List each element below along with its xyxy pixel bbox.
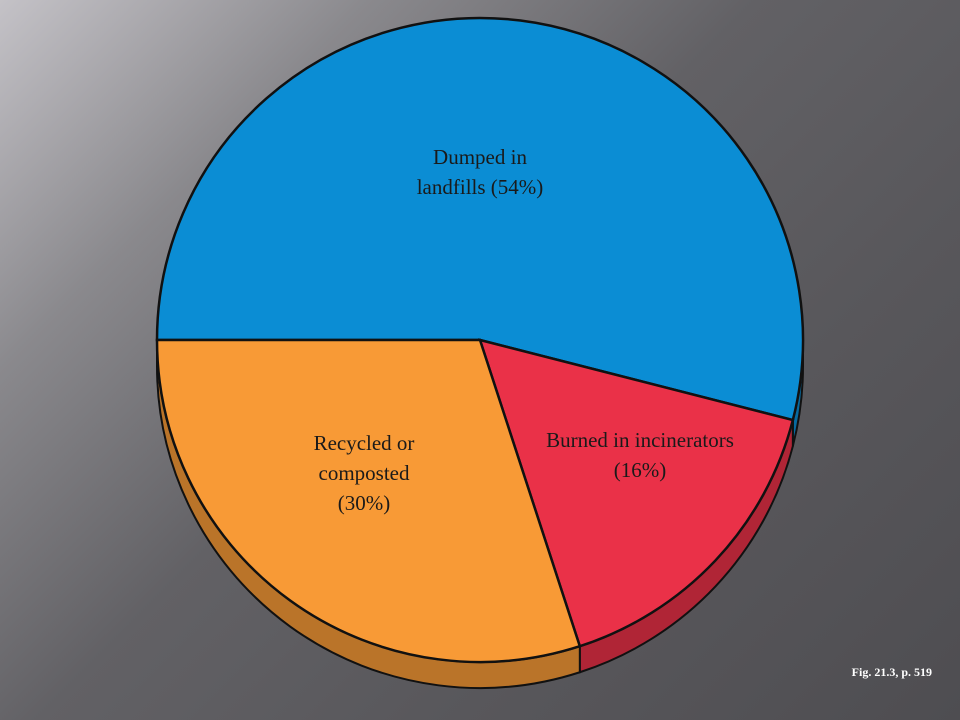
value-label: (30%) xyxy=(337,491,391,515)
figure-note: Fig. 21.3, p. 519 xyxy=(851,665,932,679)
pie-slice xyxy=(155,16,805,422)
category-label: Recycled or composted xyxy=(313,431,415,485)
category-label: Dumped in landfills xyxy=(416,145,527,199)
value-label: (54%) xyxy=(490,175,544,199)
pie-slice xyxy=(155,338,582,664)
slice-label: Burned in incinerators (16%) xyxy=(525,425,755,485)
slice-label: Dumped in landfills (54%) xyxy=(405,142,555,202)
category-label: Burned in incinerators xyxy=(546,428,734,452)
value-label: (16%) xyxy=(613,458,667,482)
slice-label: Recycled or composted (30%) xyxy=(294,428,434,518)
pie-slice xyxy=(478,338,795,648)
